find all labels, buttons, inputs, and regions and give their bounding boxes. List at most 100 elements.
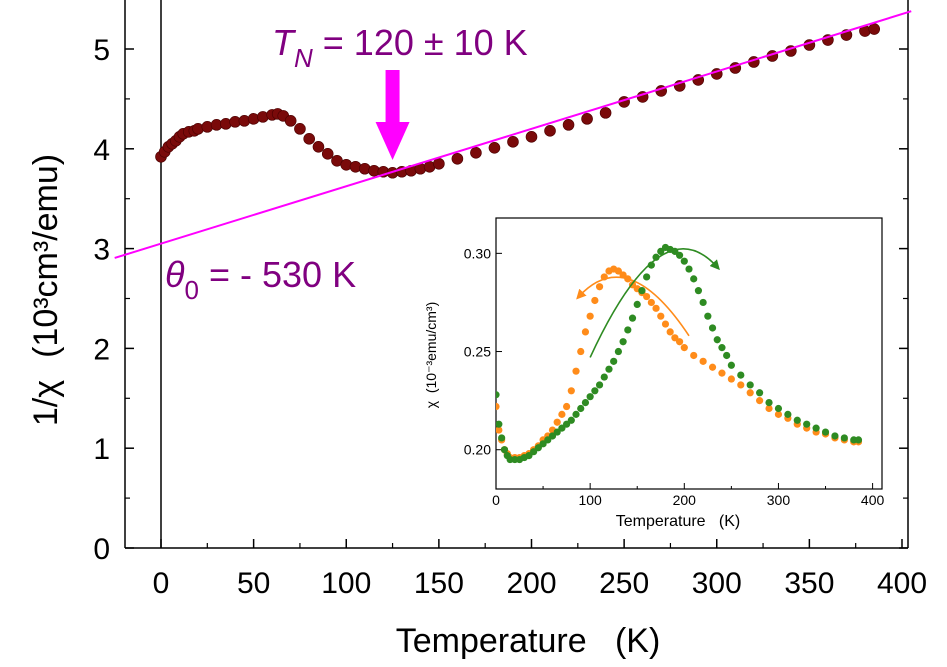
theta-symbol: θ xyxy=(165,254,185,295)
main-x-tick-label: 50 xyxy=(237,567,270,600)
inset-y-ticks: 0.20 0.25 0.30 xyxy=(464,245,502,458)
main-x-tick-label: 250 xyxy=(599,567,649,600)
inset-data-point xyxy=(699,298,707,307)
inset-data-point xyxy=(525,452,533,460)
inset-data-point xyxy=(643,273,651,281)
inset-y-tick-label: 0.30 xyxy=(464,245,491,261)
inset-data-point xyxy=(774,410,783,418)
inset-data-point xyxy=(577,404,585,413)
tn-annotation: TN = 120 ± 10 K xyxy=(272,22,528,73)
inset-data-point xyxy=(586,393,594,401)
inset-data-point xyxy=(652,253,660,261)
inset-data-point xyxy=(624,326,632,334)
inset-data-point xyxy=(723,351,731,360)
inset-data-point xyxy=(572,410,580,418)
curie-weiss-fit-line xyxy=(114,10,912,259)
inset-data-point xyxy=(638,287,646,295)
data-point xyxy=(507,136,519,148)
inset-data-point xyxy=(765,404,773,413)
inset-data-point xyxy=(803,420,811,428)
inset-data-point xyxy=(854,436,863,444)
theta-annotation: θ0 = - 530 K xyxy=(165,254,356,305)
main-y-tick-label: 1 xyxy=(93,433,110,466)
data-point xyxy=(562,119,575,131)
inset-data-point xyxy=(746,381,754,389)
inset-data-point xyxy=(812,424,820,432)
inset-data-point xyxy=(581,398,590,407)
main-x-tick-label: 200 xyxy=(506,567,556,600)
inset-data-point xyxy=(496,402,500,411)
inset-data-point xyxy=(680,257,688,265)
inset-data-point xyxy=(713,336,721,344)
inset-data-point xyxy=(539,440,547,448)
inset-data-point xyxy=(652,304,660,312)
inset-data-point xyxy=(567,416,575,424)
inset-data-point xyxy=(558,410,566,418)
inset-data-point xyxy=(718,369,726,377)
inset-data-point xyxy=(600,373,608,381)
warming-arrow xyxy=(589,248,720,358)
inset-data-point xyxy=(690,275,698,283)
main-x-tick-label: 150 xyxy=(414,567,464,600)
main-x-tick-label: 350 xyxy=(784,567,834,600)
inset-data-point xyxy=(614,267,622,275)
inset-data-point xyxy=(746,389,754,397)
inset-data-point xyxy=(496,426,503,434)
inset-data-point xyxy=(765,398,773,407)
data-point xyxy=(321,147,334,160)
inset-x-tick-label: 300 xyxy=(767,492,791,508)
theta-subscript: 0 xyxy=(185,275,199,305)
tn-arrow-shaft xyxy=(385,70,400,124)
data-point xyxy=(433,157,445,170)
inset-y-axis-title: χ (10⁻³emu/cm³) xyxy=(423,302,439,409)
inset-data-point xyxy=(530,448,538,456)
data-point xyxy=(599,107,612,119)
inset-data-series xyxy=(496,243,863,464)
inset-data-point xyxy=(567,387,575,395)
inset-data-point xyxy=(500,446,509,454)
inset-data-point xyxy=(591,296,599,305)
inset-data-point xyxy=(534,444,542,452)
inset-data-point xyxy=(718,344,726,352)
inset-data-point xyxy=(553,428,561,436)
inset-arrows xyxy=(576,248,720,358)
inset-data-point xyxy=(793,416,801,424)
inset-data-point xyxy=(774,404,783,413)
inset-data-point xyxy=(680,344,688,352)
tn-arrow-head xyxy=(375,122,410,160)
inset-data-point xyxy=(821,428,830,436)
inset-data-point xyxy=(563,420,571,428)
inset-data-point xyxy=(675,338,684,346)
inset-data-point xyxy=(558,424,566,432)
inset-data-point xyxy=(699,357,707,365)
inset-data-point xyxy=(737,371,745,379)
inset-data-point xyxy=(595,283,604,291)
data-point xyxy=(525,131,538,143)
data-point xyxy=(451,152,464,165)
inset-data-point xyxy=(563,402,571,411)
inset-data-point xyxy=(577,347,585,356)
inset-data-point xyxy=(572,367,580,375)
main-x-tick-label: 0 xyxy=(153,567,170,600)
inset-y-tick-label: 0.20 xyxy=(464,442,491,458)
inset-data-point xyxy=(591,387,599,395)
inset-data-point xyxy=(661,320,670,328)
inset-series-green xyxy=(496,243,863,464)
main-y-axis-title-main: 1/χ xyxy=(27,380,65,426)
inset-data-point xyxy=(643,292,651,301)
data-point xyxy=(581,113,593,125)
inset-data-point xyxy=(784,410,792,418)
main-y-tick-label: 5 xyxy=(93,34,110,67)
tn-text: = 120 ± 10 K xyxy=(323,22,528,63)
main-axes xyxy=(124,0,909,549)
main-x-tick-label: 100 xyxy=(321,567,371,600)
inset-data-point xyxy=(586,312,594,320)
inset-data-point xyxy=(610,357,618,365)
inset-data-point xyxy=(840,434,848,442)
inset-data-point xyxy=(737,381,745,389)
main-x-tick-label: 400 xyxy=(877,567,927,600)
inset-data-point xyxy=(647,298,655,307)
data-point xyxy=(303,133,316,145)
inset-data-point xyxy=(581,328,590,336)
